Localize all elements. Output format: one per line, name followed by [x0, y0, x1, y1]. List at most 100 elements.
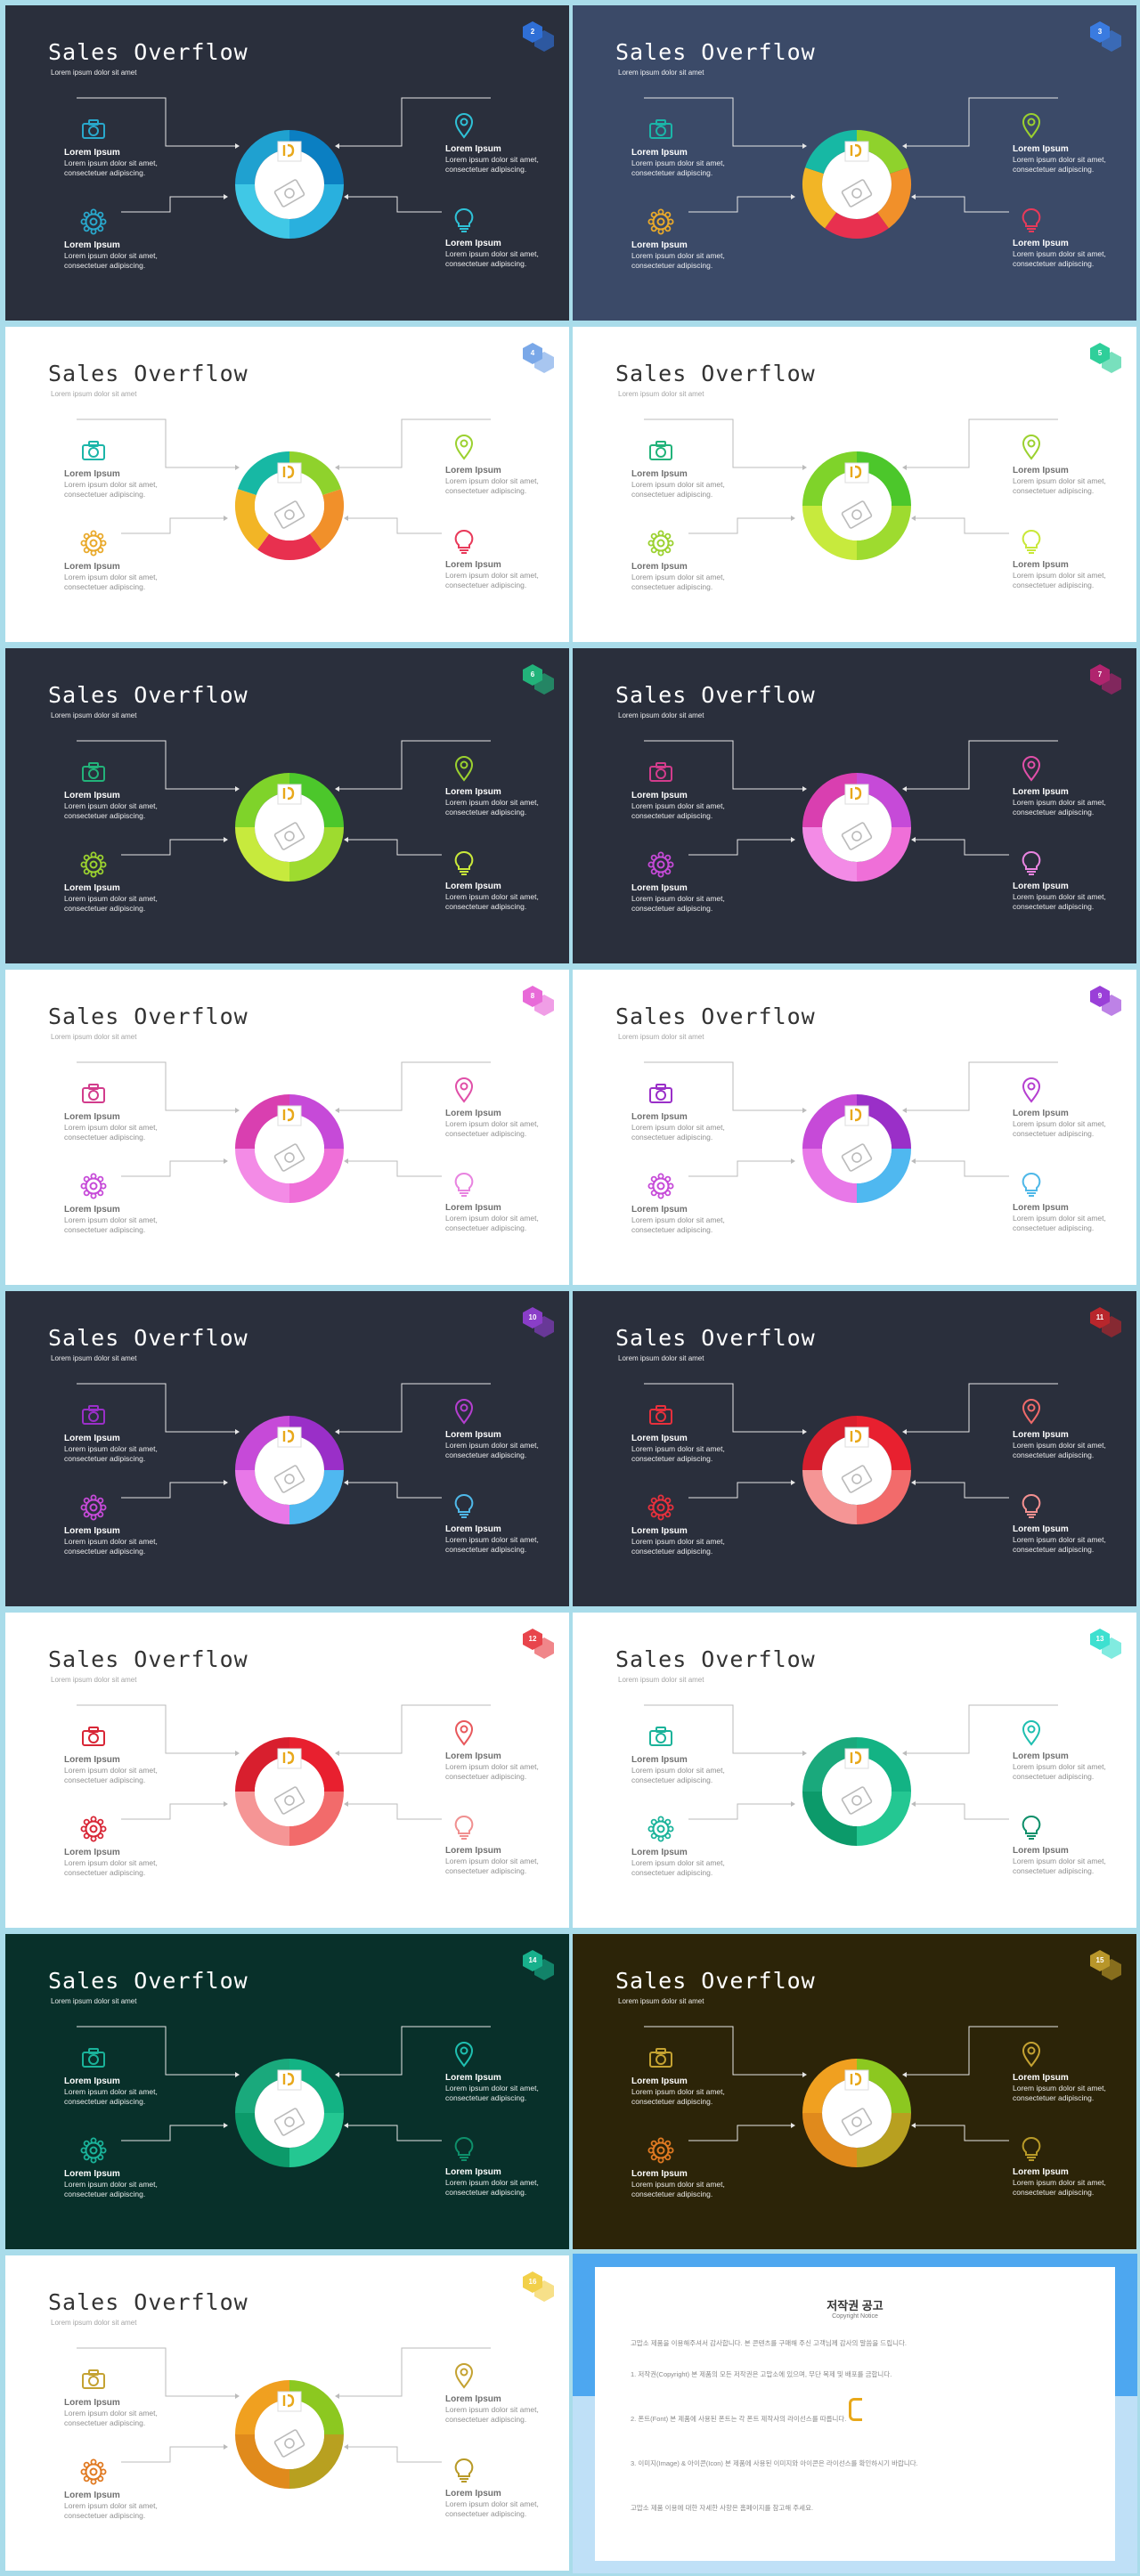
donut-segment [289, 1094, 344, 1150]
slide-subtitle: Lorem ipsum dolor sit amet [618, 69, 704, 77]
info-item-text: Lorem ipsum dolor sit amet, consectetuer… [64, 1444, 158, 1463]
slide-title: Sales Overflow [48, 1004, 248, 1029]
info-item: Lorem Ipsum Lorem ipsum dolor sit amet, c… [64, 1816, 162, 1878]
slide-subtitle: Lorem ipsum dolor sit amet [51, 1997, 137, 2005]
info-item: Lorem Ipsum Lorem ipsum dolor sit amet, c… [631, 1816, 729, 1878]
donut-center [255, 2078, 324, 2148]
lightbulb-icon [1018, 2135, 1045, 2162]
slide-9: Sales Overflow Lorem ipsum dolor sit amet… [573, 970, 1136, 1285]
lightbulb-icon [1018, 1814, 1045, 1841]
connector-lines [644, 740, 1058, 856]
info-item-text: Lorem ipsum dolor sit amet, consectetuer… [1013, 798, 1106, 817]
donut-chart [802, 451, 911, 560]
price-tag-icon [273, 462, 305, 529]
lightbulb-icon [451, 207, 477, 233]
info-item-label: Lorem Ipsum [64, 1112, 120, 1122]
donut-segment [856, 1791, 911, 1846]
slide-number-badge: 5 [1090, 339, 1124, 378]
slide-subtitle: Lorem ipsum dolor sit amet [51, 390, 137, 398]
info-item-label: Lorem Ipsum [64, 148, 120, 158]
info-item: Lorem Ipsum Lorem ipsum dolor sit amet, c… [64, 851, 162, 914]
lightbulb-icon [451, 2135, 477, 2162]
info-item: Lorem Ipsum Lorem ipsum dolor sit amet, c… [445, 2362, 543, 2425]
info-item: Lorem Ipsum Lorem ipsum dolor sit amet, c… [64, 2044, 162, 2107]
info-item: Lorem Ipsum Lorem ipsum dolor sit amet, c… [64, 1173, 162, 1235]
donut-segment [235, 1148, 290, 1203]
location-pin-icon [451, 112, 477, 139]
copyright-paragraph: 고맙소 제품을 이용해주셔서 감사합니다. 본 콘텐츠를 구매해 주신 고객님께… [631, 2339, 907, 2347]
donut-center [255, 2400, 324, 2469]
info-item: Lorem Ipsum Lorem ipsum dolor sit amet, c… [64, 530, 162, 592]
info-item-label: Lorem Ipsum [631, 469, 688, 479]
slide-number: 3 [1097, 28, 1103, 36]
donut-segment [856, 1416, 911, 1471]
camera-icon [647, 1402, 674, 1428]
price-tag-icon [841, 1748, 873, 1815]
info-item-text: Lorem ipsum dolor sit amet, consectetuer… [64, 801, 158, 820]
slide-title: Sales Overflow [48, 2289, 248, 2315]
location-pin-icon [451, 1398, 477, 1425]
info-item-label: Lorem Ipsum [64, 240, 120, 250]
donut-chart [802, 130, 911, 239]
info-item-label: Lorem Ipsum [631, 1205, 688, 1215]
hexagon-shape [523, 1307, 542, 1329]
info-item: Lorem Ipsum Lorem ipsum dolor sit amet, c… [1013, 2135, 1111, 2198]
slide-number-badge: 7 [1090, 661, 1124, 700]
slide-number-badge: 9 [1090, 982, 1124, 1021]
donut-center [822, 1757, 892, 1826]
info-item: Lorem Ipsum Lorem ipsum dolor sit amet, c… [1013, 849, 1111, 912]
info-item-label: Lorem Ipsum [631, 240, 688, 250]
donut-segment [289, 1416, 344, 1471]
info-item-label: Lorem Ipsum [631, 148, 688, 158]
gear-icon [80, 851, 107, 878]
donut-segment [802, 826, 858, 882]
price-tag-icon [273, 1748, 305, 1815]
slide-title: Sales Overflow [48, 682, 248, 708]
info-item-label: Lorem Ipsum [445, 1524, 501, 1534]
donut-chart [235, 773, 344, 882]
info-item-text: Lorem ipsum dolor sit amet, consectetuer… [1013, 2178, 1106, 2197]
info-item: Lorem Ipsum Lorem ipsum dolor sit amet, c… [445, 112, 543, 175]
info-item-label: Lorem Ipsum [1013, 2167, 1069, 2177]
info-item-label: Lorem Ipsum [1013, 1109, 1069, 1118]
lightbulb-icon [1018, 528, 1045, 555]
info-item-text: Lorem ipsum dolor sit amet, consectetuer… [64, 1215, 158, 1234]
donut-segment [289, 826, 344, 882]
info-item-label: Lorem Ipsum [64, 883, 120, 893]
connector-lines [644, 418, 1058, 534]
location-pin-icon [1018, 1077, 1045, 1103]
info-item: Lorem Ipsum Lorem ipsum dolor sit amet, c… [64, 759, 162, 821]
camera-icon [80, 1080, 107, 1107]
info-item: Lorem Ipsum Lorem ipsum dolor sit amet, c… [445, 755, 543, 817]
donut-segment [235, 1416, 290, 1471]
slide-title: Sales Overflow [615, 682, 816, 708]
info-item-text: Lorem ipsum dolor sit amet, consectetuer… [64, 2409, 158, 2427]
slide-number: 15 [1095, 1956, 1104, 1964]
gear-icon [647, 1494, 674, 1521]
gear-icon [80, 1173, 107, 1199]
hexagon-shape [1090, 986, 1110, 1007]
donut-center [255, 150, 324, 219]
donut-chart [235, 1416, 344, 1524]
info-item-label: Lorem Ipsum [1013, 144, 1069, 154]
connector-lines [77, 418, 491, 534]
info-item: Lorem Ipsum Lorem ipsum dolor sit amet, c… [445, 1719, 543, 1782]
info-item-label: Lorem Ipsum [631, 1755, 688, 1765]
donut-segment [257, 533, 322, 560]
info-item: Lorem Ipsum Lorem ipsum dolor sit amet, c… [1013, 2041, 1111, 2103]
slide-title: Sales Overflow [48, 39, 248, 65]
info-item: Lorem Ipsum Lorem ipsum dolor sit amet, c… [1013, 1492, 1111, 1555]
slide-subtitle: Lorem ipsum dolor sit amet [51, 2319, 137, 2327]
camera-icon [80, 437, 107, 464]
location-pin-icon [451, 755, 477, 782]
info-item-text: Lorem ipsum dolor sit amet, consectetuer… [1013, 1119, 1106, 1138]
info-item-text: Lorem ipsum dolor sit amet, consectetuer… [445, 798, 539, 817]
info-item: Lorem Ipsum Lorem ipsum dolor sit amet, c… [64, 1080, 162, 1142]
hexagon-shape [523, 343, 542, 364]
info-item-label: Lorem Ipsum [445, 466, 501, 475]
gear-icon [647, 1816, 674, 1842]
donut-center [255, 471, 324, 540]
info-item: Lorem Ipsum Lorem ipsum dolor sit amet, c… [631, 530, 729, 592]
donut-segment [235, 2059, 290, 2114]
slide-3: Sales Overflow Lorem ipsum dolor sit amet… [573, 5, 1136, 321]
